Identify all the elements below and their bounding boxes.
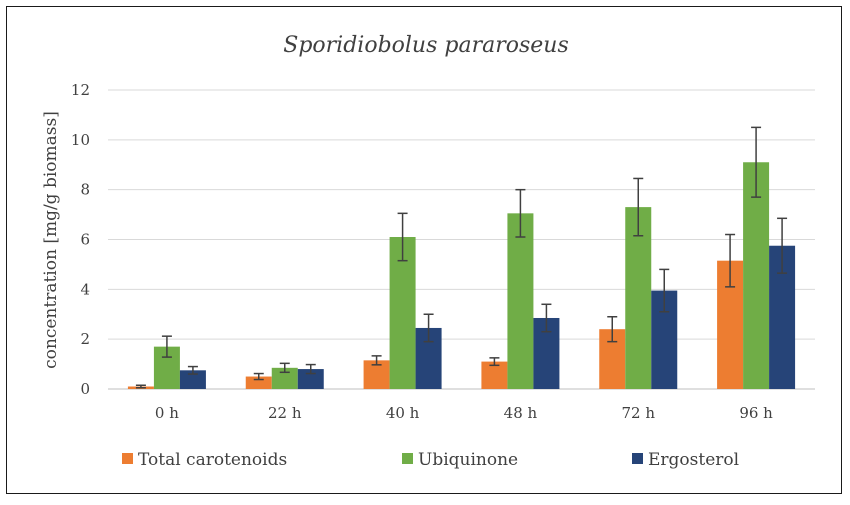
bar-ubiquinone (625, 207, 652, 389)
bar-ergosterol (179, 370, 206, 389)
y-tick-label: 10 (71, 131, 90, 149)
error-bar (397, 212, 408, 262)
bar-ubiquinone (743, 162, 770, 389)
y-axis-ticks: 0 2 4 6 8 10 12 (71, 81, 90, 398)
legend-label: Ubiquinone (418, 450, 518, 470)
legend-item: Total carotenoids (122, 450, 287, 470)
bar-ubiquinone (271, 367, 298, 389)
error-bar (659, 268, 670, 313)
x-axis-ticks: 0 h 22 h 40 h 48 h 72 h 96 h (155, 404, 773, 422)
legend-label: Ergosterol (648, 450, 739, 470)
error-bar (423, 313, 434, 343)
legend: Total carotenoids Ubiquinone Ergosterol (122, 450, 739, 470)
error-bar (371, 355, 382, 366)
x-tick-label: 96 h (739, 404, 773, 422)
error-bar (253, 372, 264, 381)
error-bar (515, 188, 526, 238)
y-tick-label: 0 (80, 380, 90, 398)
error-bar (751, 126, 762, 198)
legend-swatch (632, 453, 643, 464)
bar-ergosterol (297, 369, 324, 389)
bars (127, 162, 796, 389)
error-bars (135, 126, 788, 389)
x-tick-label: 40 h (386, 404, 420, 422)
chart-frame (6, 6, 842, 494)
y-axis-label: concentration [mg/g biomass] (41, 111, 61, 369)
bar-total-carotenoids (245, 376, 272, 389)
y-tick-label: 2 (80, 330, 90, 348)
chart-title: Sporidiobolus pararoseus (283, 33, 569, 58)
error-bar (489, 357, 500, 367)
y-tick-label: 12 (71, 81, 90, 99)
error-bar (725, 233, 736, 288)
legend-item: Ubiquinone (402, 450, 518, 470)
x-tick-label: 48 h (504, 404, 538, 422)
error-bar (135, 384, 146, 389)
legend-label: Total carotenoids (138, 450, 287, 470)
error-bar (777, 217, 788, 274)
x-tick-label: 22 h (268, 404, 302, 422)
x-tick-label: 72 h (621, 404, 655, 422)
error-bar (305, 363, 316, 375)
legend-swatch (402, 453, 413, 464)
error-bar (607, 315, 618, 343)
bar-ubiquinone (507, 213, 534, 389)
y-tick-label: 4 (80, 280, 90, 298)
gridlines (108, 89, 815, 390)
error-bar (279, 362, 290, 374)
x-tick-label: 0 h (155, 404, 179, 422)
y-tick-label: 8 (80, 181, 90, 199)
bar-ubiquinone (389, 237, 416, 389)
legend-swatch (122, 453, 133, 464)
error-bar (633, 177, 644, 237)
error-bar (541, 303, 552, 333)
bar-total-carotenoids (481, 361, 508, 389)
y-tick-label: 6 (80, 231, 90, 249)
legend-item: Ergosterol (632, 450, 739, 470)
error-bar (161, 335, 172, 358)
error-bar (187, 365, 198, 375)
